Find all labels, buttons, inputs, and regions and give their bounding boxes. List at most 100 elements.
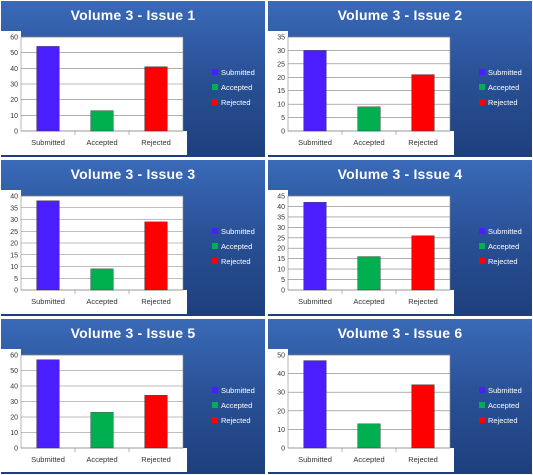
legend-label: Accepted bbox=[221, 242, 252, 251]
chart-panel: Volume 3 - Issue 3 0 5 10 15 20 25 30 35 40 Submit… bbox=[1, 160, 265, 316]
bar-rejected bbox=[144, 395, 168, 449]
x-category-label: Accepted bbox=[353, 455, 384, 464]
axis-background bbox=[268, 290, 454, 314]
y-tick-label: 0 bbox=[14, 446, 18, 453]
bar-chart: 0 10 20 30 40 50 60 Submitted Accepted Rejected Su… bbox=[1, 349, 255, 472]
bar-rejected bbox=[411, 74, 435, 132]
y-tick-label: 20 bbox=[10, 97, 18, 104]
legend-swatch bbox=[479, 258, 485, 264]
bar-chart: 0 10 20 30 40 50 Submitted Accepted Rejected Subm… bbox=[268, 349, 522, 472]
y-tick-label: 50 bbox=[277, 353, 285, 360]
y-tick-label: 30 bbox=[277, 225, 285, 232]
legend-swatch bbox=[479, 228, 485, 234]
legend-swatch bbox=[479, 69, 485, 75]
y-tick-label: 60 bbox=[10, 35, 18, 42]
y-tick-label: 40 bbox=[10, 66, 18, 73]
bar-rejected bbox=[144, 66, 168, 132]
x-category-label: Submitted bbox=[31, 138, 65, 147]
y-tick-label: 15 bbox=[277, 256, 285, 263]
y-tick-label: 45 bbox=[277, 194, 285, 201]
x-category-label: Accepted bbox=[353, 138, 384, 147]
y-tick-label: 30 bbox=[277, 48, 285, 55]
legend-swatch bbox=[479, 84, 485, 90]
legend-label: Accepted bbox=[488, 401, 519, 410]
x-category-label: Submitted bbox=[298, 297, 332, 306]
y-tick-label: 35 bbox=[10, 205, 18, 212]
y-tick-label: 10 bbox=[277, 267, 285, 274]
x-category-label: Rejected bbox=[141, 297, 171, 306]
y-tick-label: 40 bbox=[277, 204, 285, 211]
y-tick-label: 20 bbox=[10, 241, 18, 248]
y-tick-label: 25 bbox=[10, 229, 18, 236]
legend-swatch bbox=[479, 387, 485, 393]
legend-label: Rejected bbox=[488, 98, 518, 107]
legend-swatch bbox=[212, 228, 218, 234]
x-category-label: Submitted bbox=[31, 297, 65, 306]
y-tick-label: 30 bbox=[10, 82, 18, 89]
y-tick-label: 10 bbox=[277, 102, 285, 109]
legend-label: Submitted bbox=[488, 386, 522, 395]
legend-swatch bbox=[479, 417, 485, 423]
y-tick-label: 20 bbox=[277, 246, 285, 253]
bar-accepted bbox=[357, 106, 381, 132]
y-tick-label: 40 bbox=[10, 194, 18, 201]
y-tick-label: 10 bbox=[10, 264, 18, 271]
y-tick-label: 15 bbox=[277, 88, 285, 95]
y-tick-label: 0 bbox=[14, 288, 18, 295]
bar-submitted bbox=[36, 46, 60, 132]
x-category-label: Submitted bbox=[298, 455, 332, 464]
chart-panel: Volume 3 - Issue 5 0 10 20 30 40 50 60 Submitted… bbox=[1, 319, 265, 474]
legend-swatch bbox=[212, 84, 218, 90]
legend-swatch bbox=[479, 99, 485, 105]
y-tick-label: 50 bbox=[10, 368, 18, 375]
axis-background bbox=[268, 31, 288, 149]
y-tick-label: 30 bbox=[10, 399, 18, 406]
y-tick-label: 0 bbox=[281, 288, 285, 295]
axis-background bbox=[1, 31, 21, 149]
y-tick-label: 0 bbox=[14, 129, 18, 136]
chart-panel: Volume 3 - Issue 2 0 5 10 15 20 25 30 35 Submitte… bbox=[268, 1, 532, 157]
y-tick-label: 15 bbox=[10, 252, 18, 259]
y-tick-label: 30 bbox=[10, 217, 18, 224]
legend-label: Accepted bbox=[221, 401, 252, 410]
legend-label: Rejected bbox=[221, 416, 251, 425]
bar-accepted bbox=[357, 423, 381, 449]
legend-label: Submitted bbox=[488, 68, 522, 77]
y-tick-label: 60 bbox=[10, 353, 18, 360]
y-tick-label: 5 bbox=[14, 276, 18, 283]
legend-swatch bbox=[479, 402, 485, 408]
legend-label: Rejected bbox=[221, 98, 251, 107]
bar-accepted bbox=[357, 256, 381, 291]
legend-swatch bbox=[212, 402, 218, 408]
axis-background bbox=[1, 131, 187, 155]
legend-label: Submitted bbox=[221, 227, 255, 236]
y-tick-label: 20 bbox=[277, 408, 285, 415]
x-category-label: Rejected bbox=[408, 297, 438, 306]
legend-swatch bbox=[212, 258, 218, 264]
y-tick-label: 30 bbox=[277, 390, 285, 397]
legend-label: Accepted bbox=[221, 83, 252, 92]
axis-background bbox=[268, 448, 454, 472]
bar-rejected bbox=[411, 384, 435, 449]
legend-swatch bbox=[212, 69, 218, 75]
chart-title: Volume 3 - Issue 3 bbox=[70, 166, 196, 182]
chart-title: Volume 3 - Issue 2 bbox=[337, 7, 463, 23]
y-tick-label: 40 bbox=[10, 384, 18, 391]
legend-swatch bbox=[212, 99, 218, 105]
axis-background bbox=[268, 349, 288, 466]
legend-label: Rejected bbox=[221, 257, 251, 266]
axis-background bbox=[268, 190, 288, 308]
bar-submitted bbox=[303, 50, 327, 132]
bar-accepted bbox=[90, 412, 114, 449]
bar-accepted bbox=[90, 268, 114, 291]
axis-background bbox=[1, 290, 187, 314]
bar-accepted bbox=[90, 110, 114, 132]
axis-background bbox=[1, 448, 187, 472]
bar-submitted bbox=[303, 360, 327, 449]
y-tick-label: 5 bbox=[281, 277, 285, 284]
y-tick-label: 10 bbox=[277, 427, 285, 434]
bar-chart: 0 5 10 15 20 25 30 35 40 45 Submitted Accepted Rejec… bbox=[268, 190, 522, 314]
x-category-label: Submitted bbox=[298, 138, 332, 147]
x-category-label: Rejected bbox=[141, 455, 171, 464]
x-category-label: Accepted bbox=[353, 297, 384, 306]
